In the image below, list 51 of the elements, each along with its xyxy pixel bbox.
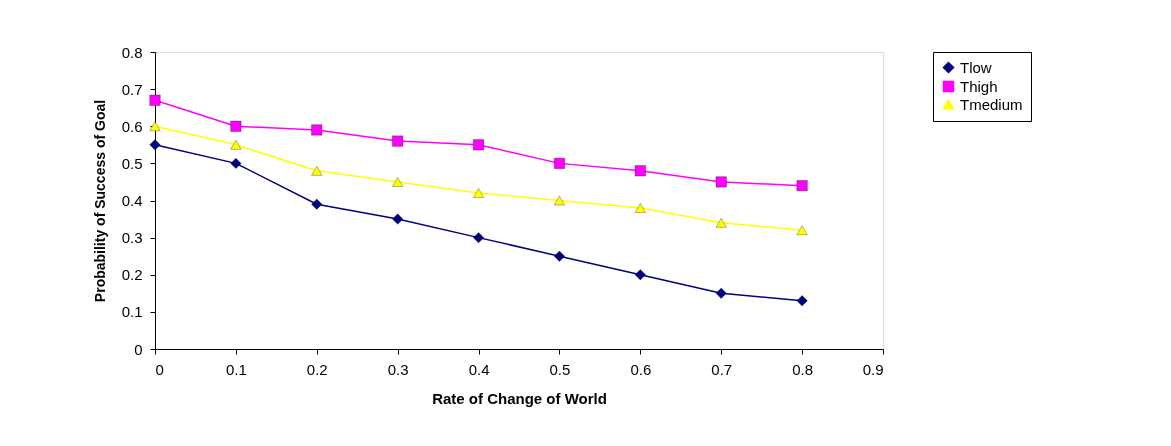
- y-tick-label: 0.7: [121, 80, 143, 98]
- point: [392, 213, 404, 225]
- x-tick-label: 0.3: [387, 360, 409, 378]
- point: [311, 198, 323, 210]
- point: [230, 140, 242, 150]
- point: [796, 225, 808, 235]
- point: [715, 218, 727, 228]
- y-tick-label: 0.6: [121, 117, 143, 135]
- x-tick-label: 0.8: [792, 360, 814, 378]
- x-tick-label: 0.5: [549, 360, 571, 378]
- y-tick-label: 0.2: [121, 266, 143, 284]
- y-tick-label: 0.3: [121, 229, 143, 247]
- point: [149, 121, 161, 131]
- point: [715, 176, 727, 188]
- y-tick-label: 0.5: [121, 154, 143, 172]
- point: [715, 287, 727, 299]
- legend-label: Tlow: [960, 58, 992, 76]
- point: [392, 135, 404, 147]
- y-tick-label: 0.8: [121, 43, 143, 61]
- x-tick-label: 0: [155, 360, 164, 378]
- x-tick-label: 0.2: [306, 360, 328, 378]
- point: [473, 139, 484, 151]
- point: [796, 295, 808, 307]
- point: [634, 165, 646, 177]
- x-tick-label: 0.6: [630, 360, 652, 378]
- x-axis-title: Rate of Change of World: [432, 389, 607, 407]
- x-tick-label: 0.4: [468, 360, 490, 378]
- point: [554, 250, 565, 262]
- point: [796, 180, 808, 192]
- y-tick-label: 0.4: [121, 192, 143, 209]
- legend-label: Thigh: [960, 77, 998, 95]
- y-axis-title: Probability of Success of Goal: [91, 99, 108, 303]
- point: [473, 232, 484, 244]
- x-tick-label: 0.9: [862, 360, 884, 378]
- point: [149, 94, 161, 106]
- x-tick-label: 0.1: [225, 360, 247, 378]
- point: [230, 157, 242, 169]
- point: [634, 269, 646, 281]
- legend-label: Tmedium: [960, 95, 1023, 113]
- point: [392, 177, 404, 187]
- point: [311, 124, 323, 136]
- point: [311, 166, 323, 176]
- x-tick-label: 0.7: [711, 360, 733, 378]
- point: [554, 195, 565, 206]
- point: [634, 203, 646, 213]
- point: [149, 139, 161, 151]
- point: [230, 120, 242, 132]
- point: [473, 188, 484, 198]
- y-tick-label: 0.1: [121, 303, 143, 321]
- point: [554, 157, 565, 169]
- y-tick-label: 0: [134, 340, 143, 358]
